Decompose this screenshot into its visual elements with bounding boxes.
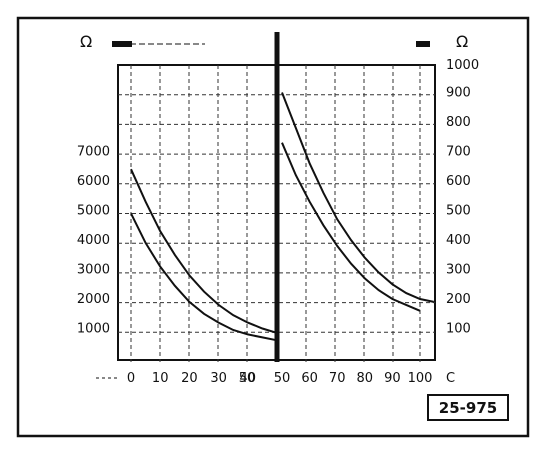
data-curves [130, 92, 435, 342]
x-tick-label: 100 [408, 371, 433, 386]
x-tick-label: 0 [127, 371, 135, 386]
left-unit-label: Ω [80, 32, 92, 51]
left-arrow-head [112, 41, 132, 47]
x-unit-label: C [446, 371, 455, 386]
right-y-tick-label: 600 [446, 174, 471, 189]
x-tick-label: 90 [384, 371, 401, 386]
left-y-tick-label: 7000 [77, 145, 110, 160]
left-y-tick-label: 1000 [77, 322, 110, 337]
right-y-tick-label: 800 [446, 115, 471, 130]
right-series-2-line [281, 142, 421, 312]
figure-ref-label: 25-975 [439, 399, 497, 417]
x-tick-label: 10 [152, 371, 169, 386]
x-tick-label: 20 [181, 371, 198, 386]
x-tick-label: 70 [329, 371, 346, 386]
right-y-tick-label: 400 [446, 233, 471, 248]
right-y-tick-label: 300 [446, 263, 471, 278]
x-tick-label: 50 [239, 371, 256, 386]
x-tick-label: 30 [210, 371, 227, 386]
left-series-1-line [130, 168, 278, 334]
left-y-tick-label: 6000 [77, 174, 110, 189]
right-arrow-head [416, 41, 430, 47]
right-y-tick-label: 900 [446, 86, 471, 101]
right-y-tick-label: 100 [446, 322, 471, 337]
left-y-tick-label: 3000 [77, 263, 110, 278]
right-series-1-line [281, 92, 435, 303]
right-y-tick-label: 500 [446, 204, 471, 219]
right-y-tick-labels: 100 200 300 400 500 600 700 800 900 1000 [446, 58, 479, 337]
x-tick-label: 80 [357, 371, 374, 386]
left-y-tick-label: 4000 [77, 233, 110, 248]
left-series-2-line [130, 212, 278, 342]
right-y-tick-label: 200 [446, 292, 471, 307]
x-tick-label: 60 [301, 371, 318, 386]
left-y-tick-labels: 1000 2000 3000 4000 5000 6000 7000 [77, 145, 110, 337]
figure-ref-box [427, 394, 509, 421]
grid-lines [118, 65, 435, 362]
right-y-tick-label: 1000 [446, 58, 479, 73]
right-unit-label: Ω [456, 32, 468, 51]
x-tick-label: 40 [240, 371, 257, 386]
x-tick-label: 50 [274, 371, 291, 386]
left-y-tick-label: 2000 [77, 292, 110, 307]
right-y-tick-label: 700 [446, 145, 471, 160]
outer-frame [16, 16, 530, 438]
left-y-tick-label: 5000 [77, 204, 110, 219]
